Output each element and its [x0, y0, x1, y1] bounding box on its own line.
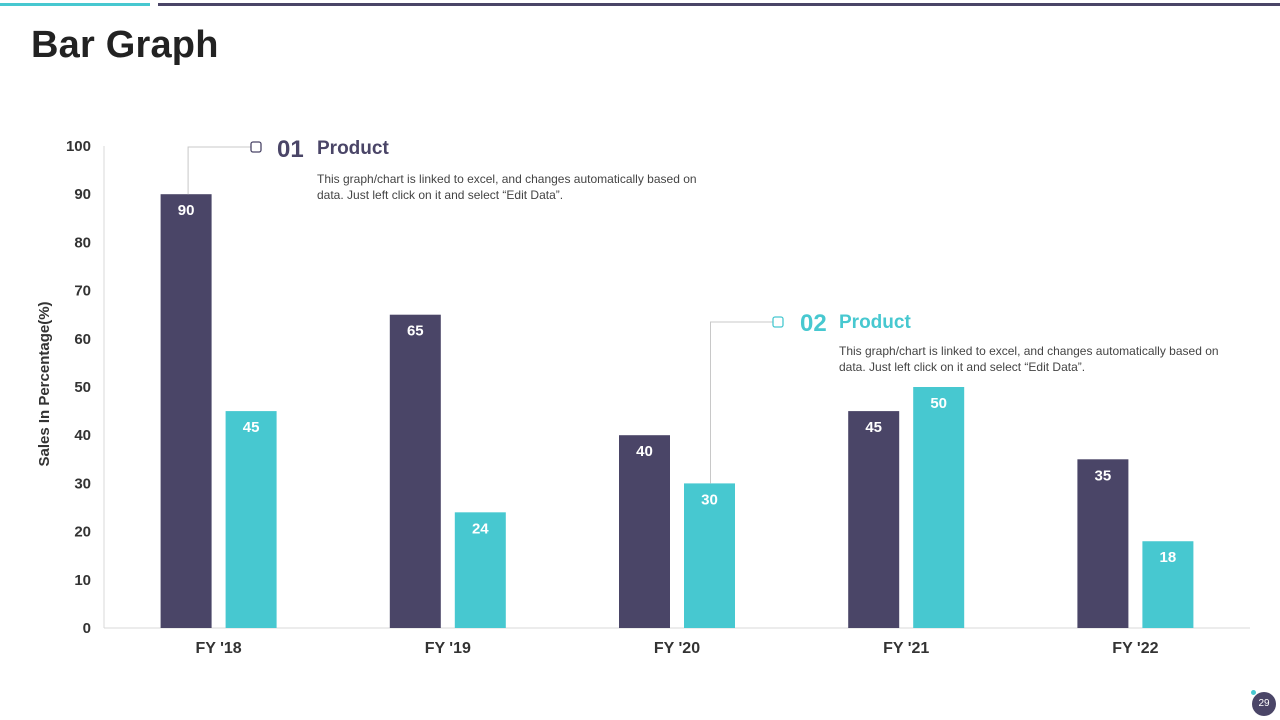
data-label: 45	[243, 419, 260, 436]
bar-series-2	[684, 483, 735, 628]
callout-title: Product	[839, 312, 911, 333]
callout-description: This graph/chart is linked to excel, and…	[839, 344, 1219, 374]
bar-series-2	[913, 387, 965, 628]
callout-number: 02	[800, 310, 827, 337]
x-tick-label: FY '18	[195, 640, 241, 657]
bar-series-1	[619, 435, 670, 628]
y-tick-label: 30	[74, 475, 91, 492]
callout-01-marker	[250, 141, 262, 153]
y-tick-label: 70	[74, 283, 91, 300]
callout-02-marker	[772, 316, 784, 328]
y-tick-label: 10	[74, 572, 91, 589]
y-tick-label: 100	[66, 138, 91, 155]
data-label: 24	[472, 520, 489, 537]
y-tick-label: 0	[83, 620, 91, 637]
y-tick-label: 20	[74, 524, 91, 541]
y-tick-label: 40	[74, 427, 91, 444]
bar-series-2	[225, 411, 277, 628]
data-label: 45	[865, 419, 882, 436]
bar-series-1	[1077, 459, 1129, 628]
bar-series-2	[454, 512, 506, 628]
data-label: 65	[407, 323, 424, 340]
data-label: 18	[1160, 549, 1177, 566]
x-tick-label: FY '19	[425, 640, 471, 657]
callout-description: This graph/chart is linked to excel, and…	[317, 172, 697, 202]
x-tick-label: FY '21	[883, 640, 929, 657]
y-tick-label: 80	[74, 234, 91, 251]
bar-series-2	[1142, 541, 1194, 628]
data-label: 50	[930, 395, 947, 412]
callout-title: Product	[317, 138, 389, 159]
data-label: 35	[1095, 467, 1112, 484]
bar-series-1	[848, 411, 900, 628]
page-title: Bar Graph	[31, 24, 219, 66]
callout-02-connector	[710, 321, 773, 484]
callout-01-connector	[187, 146, 251, 195]
top-divider-bar	[158, 3, 1280, 6]
data-label: 90	[178, 202, 195, 219]
y-tick-label: 50	[74, 379, 91, 396]
data-label: 40	[636, 443, 653, 460]
y-tick-label: 60	[74, 331, 91, 348]
x-tick-label: FY '20	[654, 640, 700, 657]
bar-series-1	[389, 314, 441, 628]
y-axis-label: Sales In Percentage(%)	[36, 301, 53, 466]
callout-number: 01	[277, 136, 304, 163]
page-number-dot	[1251, 690, 1256, 695]
y-tick-label: 90	[74, 186, 91, 203]
data-label: 30	[701, 491, 718, 508]
x-tick-label: FY '22	[1112, 640, 1158, 657]
top-accent-bar	[0, 3, 150, 6]
page-number-badge: 29	[1252, 692, 1276, 716]
bar-series-1	[160, 194, 212, 628]
